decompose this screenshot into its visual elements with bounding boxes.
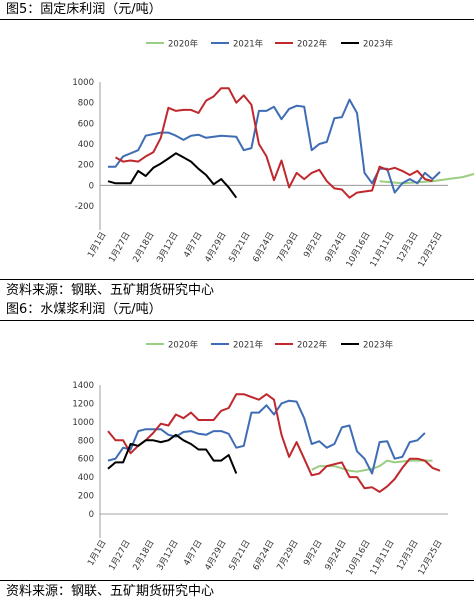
x-tick-label: 4月7日 [182,231,205,260]
x-tick-label: 5月21日 [227,539,252,573]
figure-6-source: 资料来源：钢联、五矿期货研究中心 [6,584,215,599]
x-tick-label: 12月3日 [395,231,420,265]
legend-label: 2021年 [233,340,264,351]
legend-label: 2020年 [168,340,199,351]
x-tick-label: 11月11日 [369,539,397,577]
y-tick-label: 0 [89,181,94,191]
y-tick-label: 800 [78,436,94,446]
series-line [107,433,238,474]
y-tick-label: 800 [78,99,94,109]
figure-6-top-rule [0,320,474,321]
x-tick-label: 11月11日 [369,231,397,269]
x-tick-label: 12月25日 [417,231,445,269]
x-tick-label: 2月18日 [131,539,156,573]
figure-5-top-rule [0,19,474,20]
x-tick-label: 9月24日 [323,539,348,573]
x-tick-label: 6月24日 [251,231,276,265]
legend-label: 2022年 [297,39,328,50]
series-line [107,152,238,199]
figure-6-bottom-rule [0,580,474,581]
x-tick-label: 7月29日 [275,231,300,265]
y-tick-label: 1200 [72,399,94,409]
x-tick-label: 9月2日 [302,539,325,568]
x-tick-label: 3月12日 [155,539,180,573]
figure-5-chart: 2020年 2021年 2022年 2023年 -200 0 200 400 600 800 100… [72,39,474,269]
y-tick-label: 600 [78,455,94,465]
x-tick-label: 9月24日 [323,231,348,265]
y-tick-label: 1000 [72,418,94,428]
figure-6-title: 图6：水煤浆利润（元/吨） [6,302,162,317]
x-tick-label: 12月25日 [417,539,445,577]
y-tick-label: 1000 [72,78,94,88]
x-tick-label: 6月24日 [251,539,276,573]
y-tick-label: 1400 [72,381,94,391]
x-tick-label: 7月29日 [275,539,300,573]
x-tick-label: 1月27日 [107,539,132,573]
y-tick-label: 400 [78,473,94,483]
y-tick-label: -200 [75,202,94,212]
x-tick-label: 1月27日 [107,231,132,265]
x-tick-label: 9月2日 [302,231,325,260]
y-tick-label: 400 [78,140,94,150]
series-line [108,98,441,194]
x-tick-label: 4月29日 [203,231,228,265]
x-tick-label: 4月7日 [182,539,205,568]
x-tick-label: 5月21日 [227,231,252,265]
legend-label: 2023年 [363,340,394,351]
x-tick-label: 2月18日 [131,231,156,265]
figure-5-title: 图5：固定床利润（元/吨） [6,2,162,17]
x-tick-label: 12月3日 [395,539,420,573]
x-tick-label: 4月29日 [203,539,228,573]
legend-label: 2023年 [363,39,394,50]
figure-5-bottom-rule [0,279,474,280]
figure-6-chart: 2020年 2021年 2022年 2023年 0 200 400 600 800 1000 120… [72,340,448,577]
series-line [115,87,433,199]
y-tick-label: 200 [78,161,94,171]
y-tick-label: 0 [89,510,94,520]
y-tick-label: 600 [78,119,94,129]
x-tick-label: 3月12日 [155,231,180,265]
y-tick-label: 200 [78,492,94,502]
figure-5-source: 资料来源：钢联、五矿期货研究中心 [6,283,215,298]
x-tick-label: 1月1日 [86,231,109,260]
legend-label: 2021年 [233,39,264,50]
legend-label: 2022年 [297,340,328,351]
series-line [107,393,441,493]
x-tick-label: 1月1日 [86,539,109,568]
series-line [379,172,474,185]
legend-label: 2020年 [168,39,199,50]
series-line [107,399,426,475]
